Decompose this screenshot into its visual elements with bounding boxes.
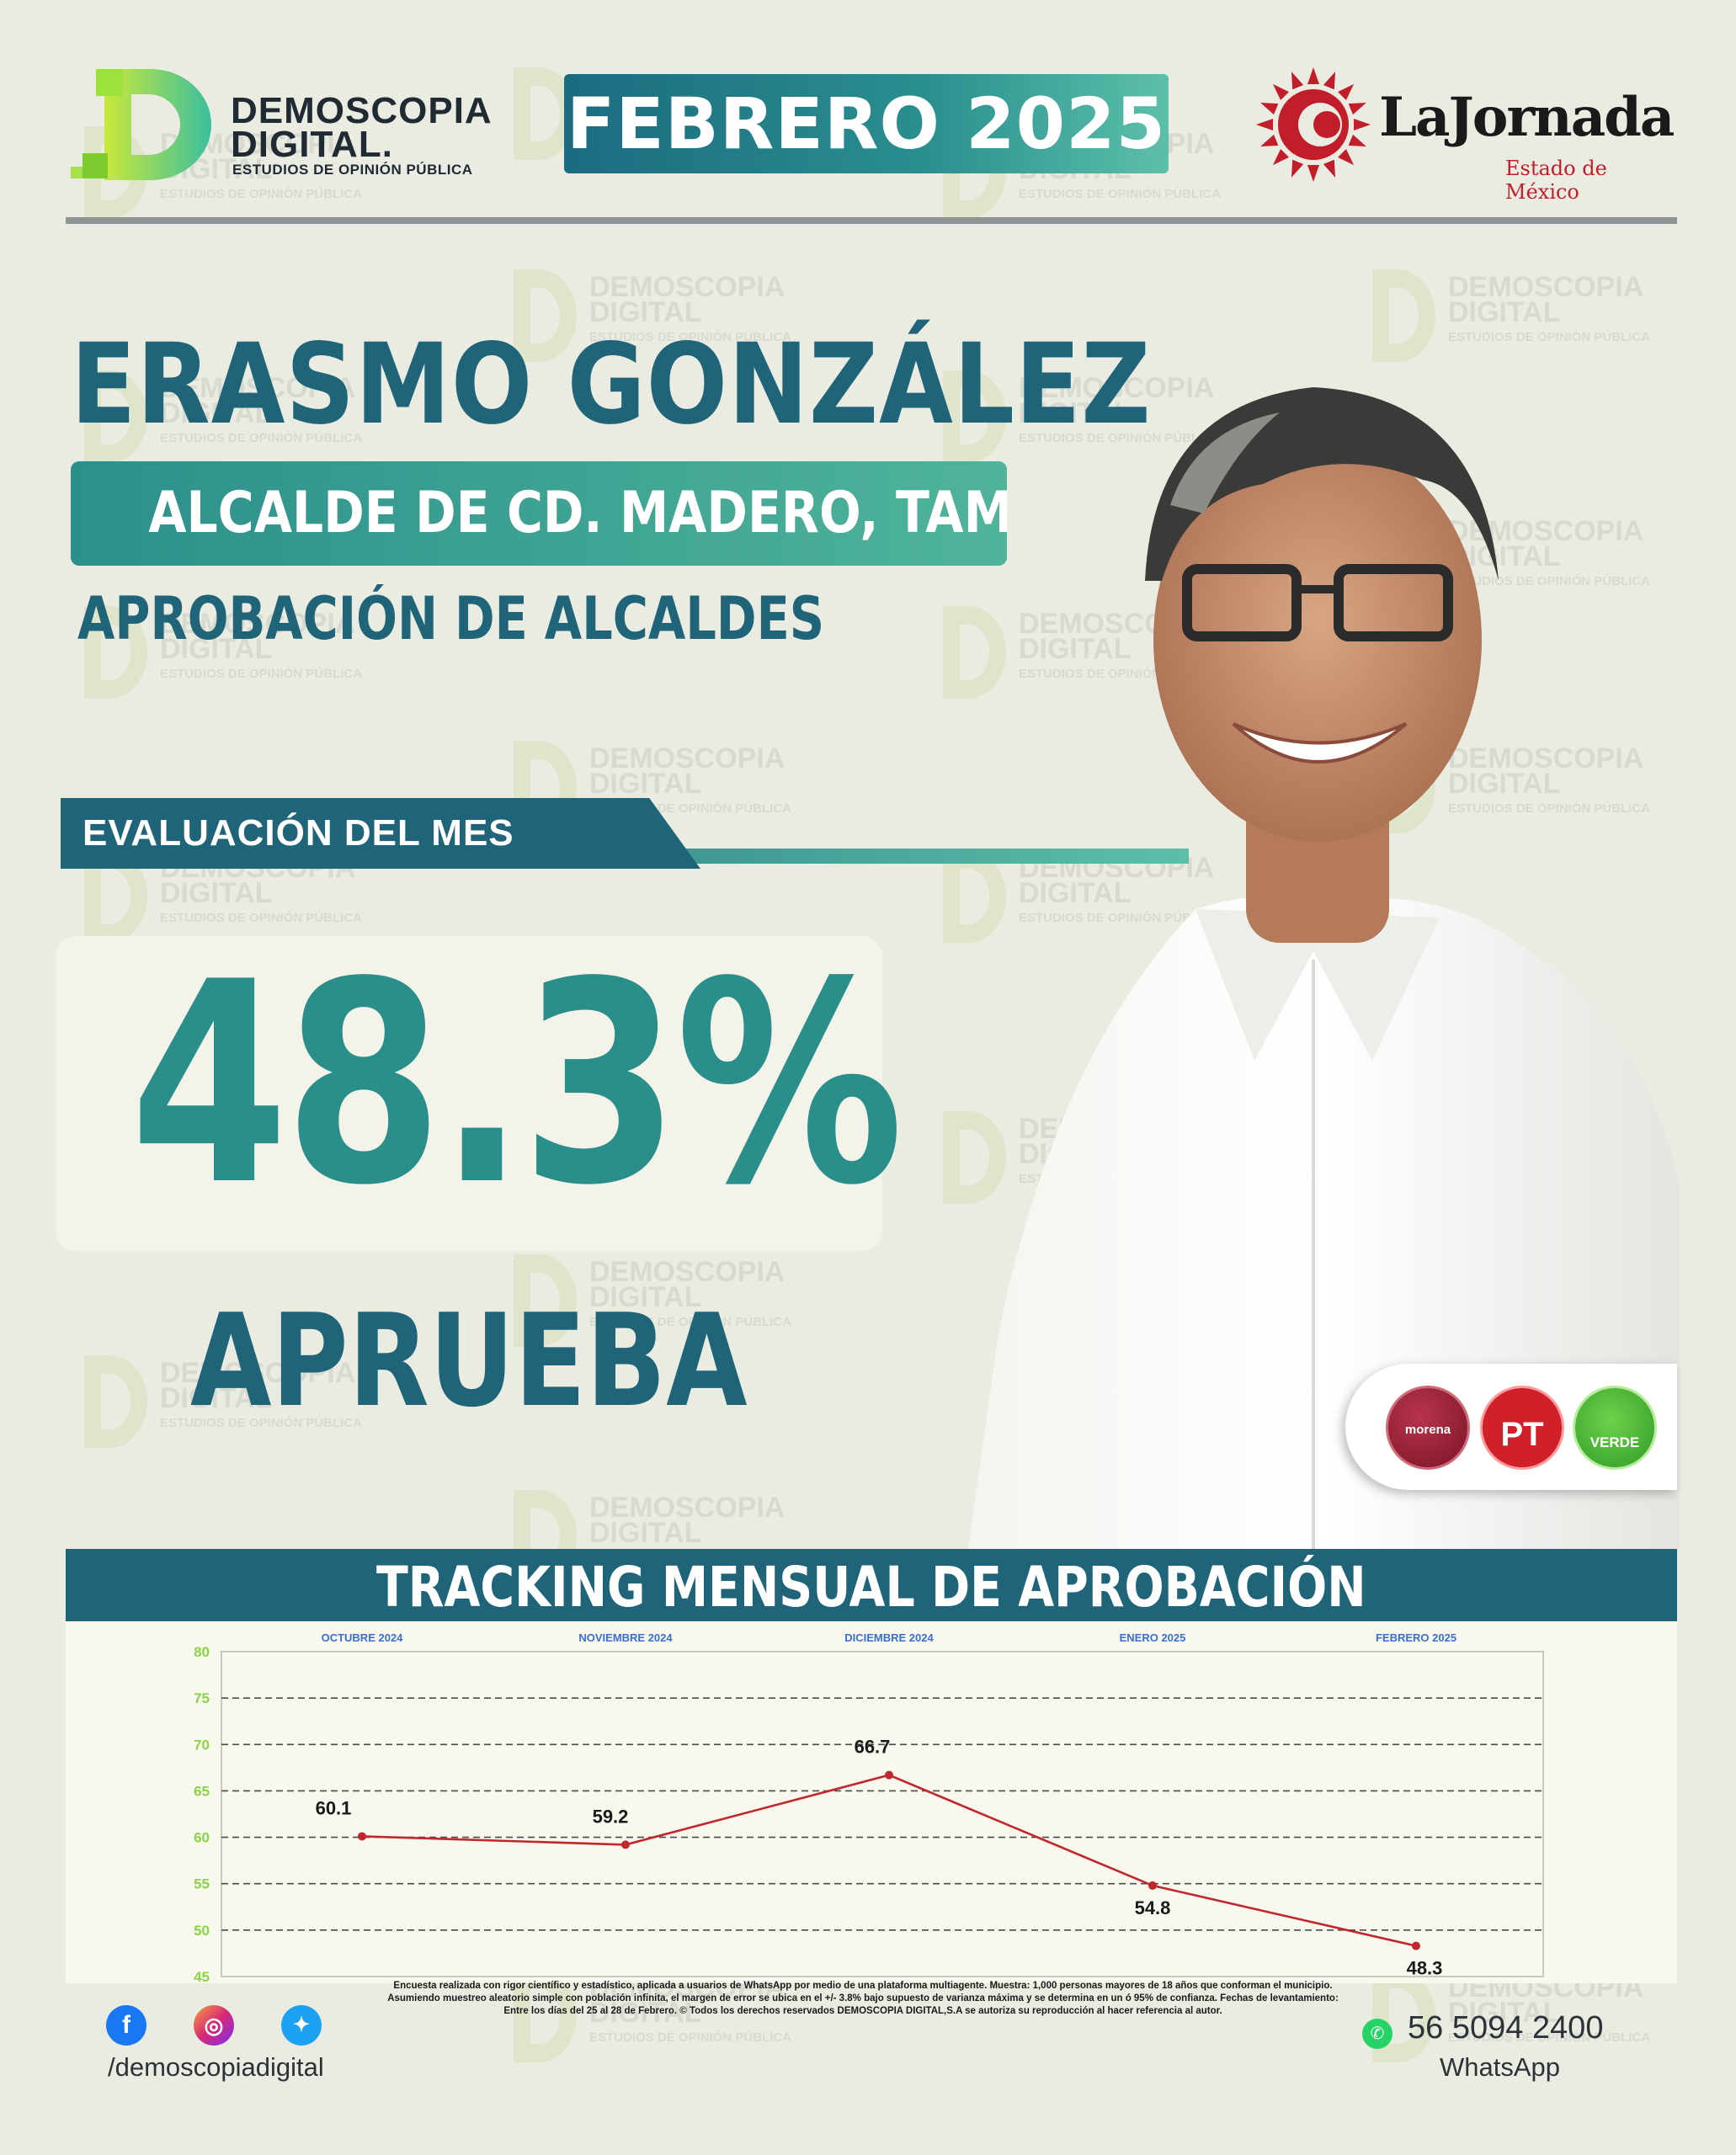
data-label: 60.1: [316, 1797, 352, 1818]
approval-percentage: 48.3%: [130, 923, 903, 1246]
twitter-icon[interactable]: ✦: [281, 2005, 322, 2046]
tracking-chart: 45 50 55 60 65 70 75 80 OCTUBRE 2024 NOVIEMBRE 20…: [66, 1621, 1677, 1983]
y-tick-label: 45: [194, 1969, 210, 1983]
subject-name: ERASMO GONZÁLEZ: [71, 320, 1152, 450]
partner-name: LaJornada: [1379, 86, 1675, 149]
x-tick-label: DICIEMBRE 2024: [844, 1631, 934, 1644]
instagram-icon[interactable]: ◎: [194, 2005, 234, 2046]
y-tick-label: 60: [194, 1830, 210, 1846]
methodology-note: Encuesta realizada con rigor científico …: [387, 1981, 1339, 2016]
month-banner: FEBRERO 2025: [564, 74, 1169, 173]
demoscopia-logo: DEMOSCOPIA DIGITAL. ESTUDIOS DE OPINIÓN P…: [71, 69, 492, 183]
whatsapp-number[interactable]: 56 5094 2400: [1408, 2010, 1604, 2046]
data-point: [1412, 1941, 1420, 1950]
data-label: 48.3: [1407, 1958, 1443, 1979]
party-badges: morena PT VERDE: [1345, 1364, 1677, 1490]
survey-category: APROBACIÓN DE ALCALDES: [77, 584, 825, 653]
header-divider: [66, 217, 1677, 224]
y-tick-label: 55: [194, 1876, 210, 1892]
y-tick-label: 65: [194, 1783, 210, 1799]
whatsapp-icon[interactable]: ✆: [1362, 2019, 1393, 2049]
pt-logo: PT: [1480, 1386, 1564, 1470]
data-label: 66.7: [855, 1737, 891, 1758]
x-tick-label: ENERO 2025: [1120, 1631, 1186, 1644]
chart-title: TRACKING MENSUAL DE APROBACIÓN: [66, 1549, 1677, 1621]
data-point: [1148, 1881, 1157, 1890]
evaluation-label: EVALUACIÓN DEL MES: [61, 798, 700, 869]
data-point: [885, 1770, 893, 1780]
subject-role: ALCALDE DE CD. MADERO, TAMPS.: [71, 461, 1007, 566]
sun-icon: [1256, 67, 1371, 182]
brand-tagline: ESTUDIOS DE OPINIÓN PÚBLICA: [232, 162, 473, 178]
facebook-icon[interactable]: f: [106, 2005, 146, 2046]
demoscopia-d-icon: [71, 69, 211, 180]
plot-area: [221, 1651, 1544, 1977]
x-tick-label: NOVIEMBRE 2024: [578, 1631, 673, 1644]
brand-name: DEMOSCOPIA DIGITAL.: [231, 90, 493, 165]
approval-caption: APRUEBA: [190, 1286, 748, 1435]
data-point: [358, 1832, 366, 1841]
data-point: [621, 1840, 630, 1849]
y-tick-label: 75: [194, 1690, 210, 1706]
chart-svg: 45 50 55 60 65 70 75 80 OCTUBRE 2024 NOVIEMBRE 20…: [194, 1631, 1544, 1983]
partner-region: Estado de México: [1505, 157, 1607, 204]
la-jornada-logo: LaJornada Estado de México: [1254, 66, 1684, 204]
y-tick-label: 80: [194, 1644, 210, 1660]
y-tick-label: 50: [194, 1923, 210, 1939]
x-tick-label: OCTUBRE 2024: [322, 1631, 404, 1644]
whatsapp-label: WhatsApp: [1440, 2052, 1561, 2082]
x-tick-label: FEBRERO 2025: [1376, 1631, 1456, 1644]
data-label: 54.8: [1135, 1897, 1171, 1918]
data-label: 59.2: [593, 1806, 629, 1827]
y-tick-label: 70: [194, 1737, 210, 1753]
social-handle[interactable]: /demoscopiadigital: [108, 2052, 324, 2082]
morena-logo: morena: [1386, 1386, 1470, 1470]
portrait-photo: [968, 387, 1680, 1549]
verde-logo: VERDE: [1573, 1386, 1657, 1470]
result-panel: [56, 936, 882, 1251]
